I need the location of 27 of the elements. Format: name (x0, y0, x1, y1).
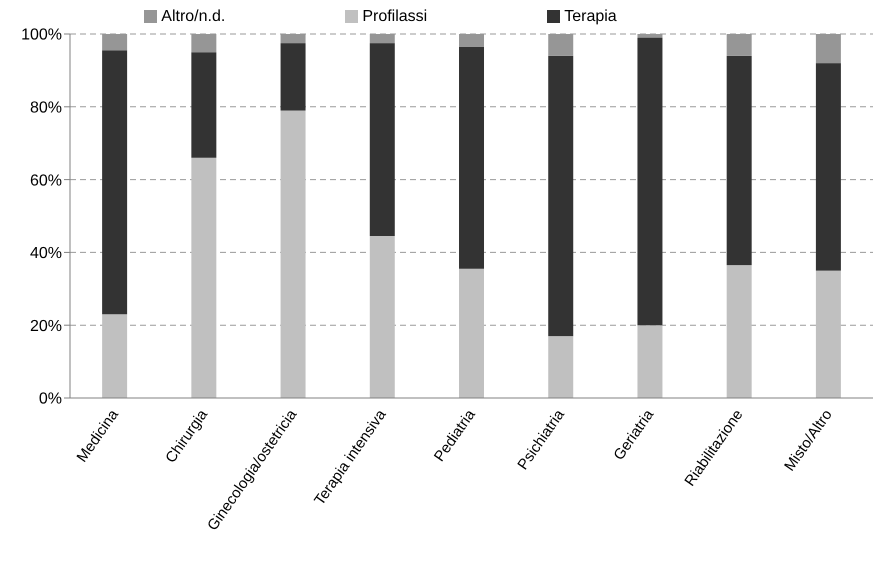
bar (816, 270, 841, 398)
y-tick-label: 20% (30, 318, 62, 335)
bar (637, 325, 662, 398)
y-tick-label: 60% (30, 172, 62, 190)
bar (726, 56, 752, 266)
bar (191, 52, 216, 158)
y-tick-label: 0% (38, 390, 62, 408)
bar (548, 336, 574, 398)
legend-label: Profilassi (362, 8, 428, 25)
y-tick-label: 100% (21, 26, 62, 44)
bar (726, 265, 752, 398)
bar (459, 268, 484, 398)
y-tick-label: 80% (30, 99, 62, 116)
y-tick-label: 40% (30, 245, 62, 262)
bar (637, 38, 662, 326)
legend-label: Terapia (564, 8, 617, 25)
bar (816, 63, 841, 271)
bar (548, 56, 574, 336)
bar (280, 43, 306, 110)
bar (370, 43, 395, 236)
bar (370, 236, 395, 398)
bar (280, 110, 306, 398)
bar (102, 314, 128, 398)
bar (459, 46, 484, 269)
bar (102, 50, 128, 314)
legend-label: Altro/n.d. (161, 8, 226, 25)
bar (191, 158, 216, 398)
